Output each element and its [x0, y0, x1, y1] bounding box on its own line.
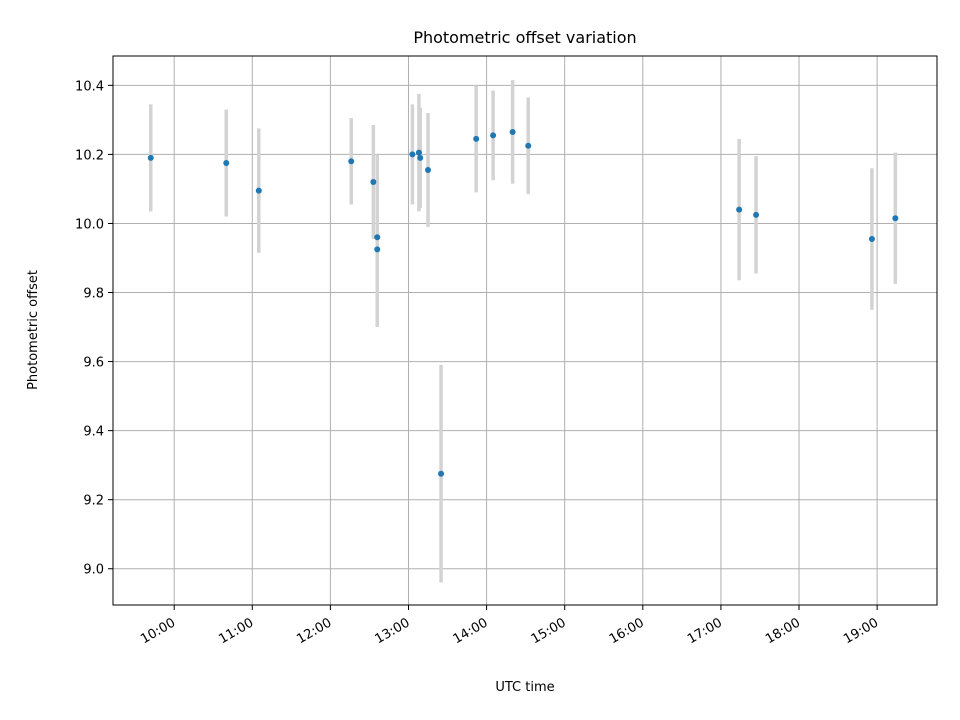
data-point — [409, 151, 416, 158]
y-axis-label: Photometric offset — [26, 270, 41, 390]
y-tick-label: 9.6 — [83, 356, 104, 371]
data-point — [417, 154, 424, 161]
y-tick-label: 10.0 — [75, 217, 104, 232]
y-tick-label: 10.4 — [75, 79, 104, 94]
data-point — [223, 160, 230, 167]
data-point — [438, 470, 445, 477]
grid — [113, 56, 937, 605]
chart-title: Photometric offset variation — [413, 28, 636, 47]
data-point — [509, 128, 516, 135]
data-point — [868, 236, 875, 242]
data-point — [425, 166, 432, 173]
x-axis-label: UTC time — [495, 680, 554, 695]
y-tick-label: 9.4 — [83, 425, 104, 440]
data-point — [525, 142, 532, 149]
data-point — [415, 149, 422, 156]
data-point — [255, 187, 262, 194]
data-point — [753, 211, 760, 218]
data-point — [490, 132, 497, 139]
y-axis-ticks: 9.0 9.2 9.4 9.6 9.8 10.0 10.2 10.4 — [75, 79, 113, 578]
data-point — [736, 206, 743, 213]
y-tick-label: 9.2 — [83, 494, 104, 509]
data-point — [147, 154, 154, 161]
data-point — [473, 135, 480, 142]
data-point — [370, 179, 377, 186]
data-point — [374, 246, 381, 253]
y-tick-label: 9.8 — [83, 287, 104, 302]
data-point — [348, 158, 355, 165]
plot-frame — [112, 55, 938, 606]
y-tick-label: 10.2 — [75, 148, 104, 163]
data-points — [147, 128, 899, 477]
y-tick-label: 9.0 — [83, 563, 104, 578]
data-point — [374, 234, 381, 241]
data-point — [892, 215, 899, 222]
